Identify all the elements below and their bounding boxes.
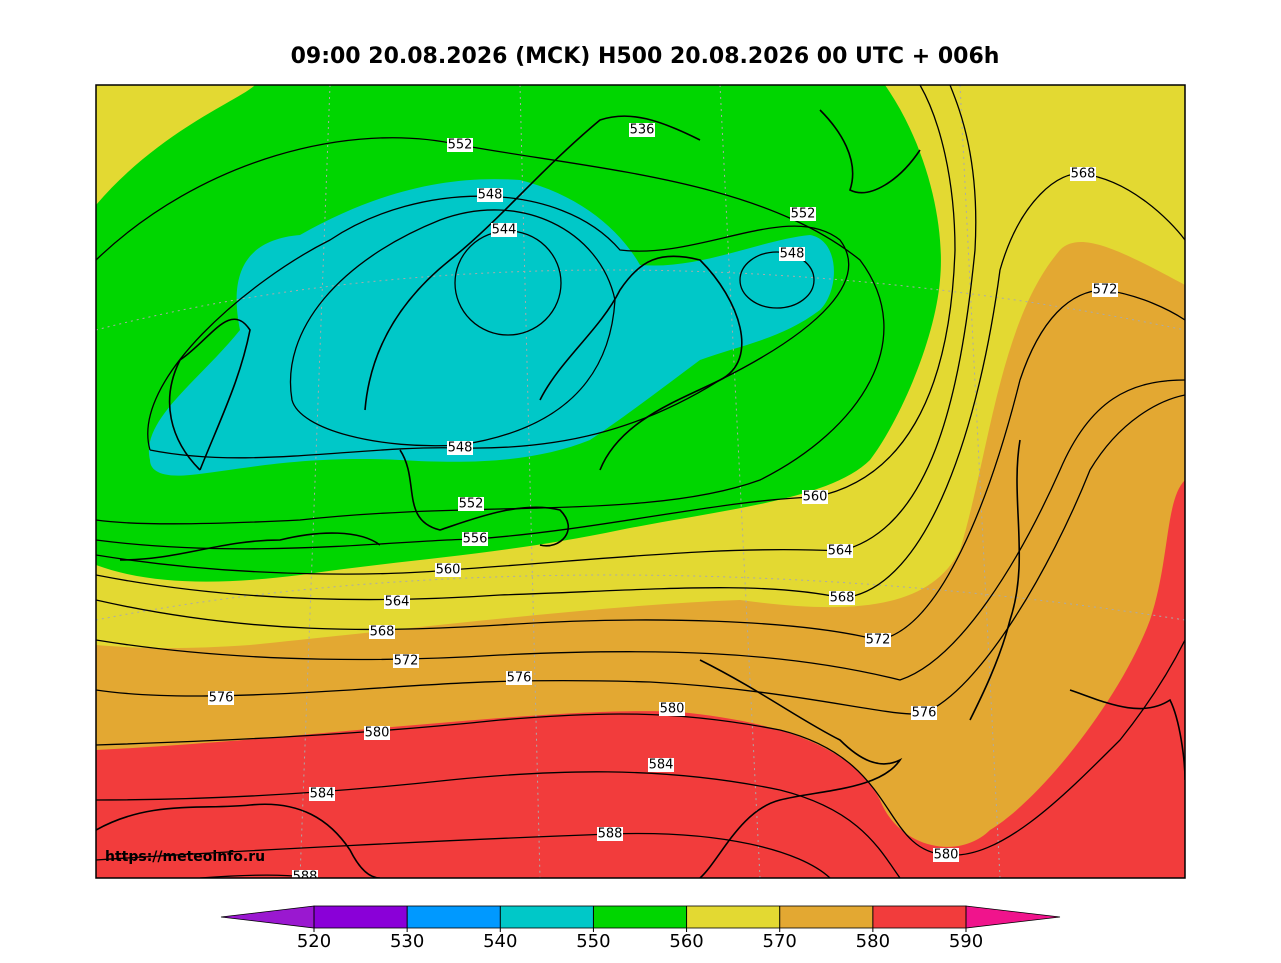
colorbar: 520 530 540 550 560 570 580 590 (220, 905, 1061, 952)
contour-label-bg (393, 654, 419, 668)
grid-lines (96, 85, 1185, 878)
contour-label-bg (477, 188, 503, 202)
colorbar-tick-label: 520 (297, 931, 331, 952)
colorbar-segment (779, 906, 873, 928)
contour-label: 576 (507, 671, 532, 686)
colorbar-tick-label: 550 (576, 931, 610, 952)
contour-label-bg (648, 758, 674, 772)
contour-label: 580 (934, 848, 959, 863)
contour-label-bg (659, 702, 685, 716)
contour-label-bg (491, 223, 517, 237)
contour-label: 564 (385, 595, 410, 610)
contour-label-bg (384, 595, 410, 609)
contour-label: 588 (598, 827, 623, 842)
map: 552 536 548 544 552 548 568 572 548 552 556 560 564 5… (96, 85, 1185, 885)
contour-label-bg (309, 787, 335, 801)
contour-label-bg (1092, 283, 1118, 297)
contour-label: 572 (394, 654, 419, 669)
contour-label: 564 (828, 544, 853, 559)
contour-label-bg (447, 441, 473, 455)
contour-label: 576 (912, 706, 937, 721)
colorbar-tick-label: 560 (669, 931, 703, 952)
contour-label-bg (802, 490, 828, 504)
contour-label: 536 (630, 123, 655, 138)
contour-labels: 552 536 548 544 552 548 568 572 548 552 556 560 564 5… (208, 123, 1118, 885)
source-url: https://meteoinfo.ru (105, 849, 265, 865)
contour-label: 588 (293, 870, 318, 885)
contour-label: 552 (459, 497, 484, 512)
contour-label: 576 (209, 691, 234, 706)
contour-label-bg (1070, 167, 1096, 181)
colorbar-tick-label: 570 (763, 931, 797, 952)
colorbar-tick-label: 580 (856, 931, 890, 952)
contour-label: 572 (866, 633, 891, 648)
contour-label-bg (208, 691, 234, 705)
contour-label: 552 (448, 138, 473, 153)
contour-label-bg (597, 827, 623, 841)
colorbar-over (965, 905, 1061, 929)
contour-label: 580 (660, 702, 685, 717)
contour-label-bg (827, 544, 853, 558)
colorbar-segment (686, 906, 780, 928)
contour-label: 584 (649, 758, 674, 773)
contour-label-bg (829, 591, 855, 605)
contour-label-bg (629, 123, 655, 137)
colorbar-tick-label: 530 (390, 931, 424, 952)
colorbar-segment (593, 906, 687, 928)
contour-label: 556 (463, 532, 488, 547)
contour-label-bg (506, 671, 532, 685)
title: 09:00 20.08.2026 (MCK) H500 20.08.2026 0… (291, 44, 1000, 69)
contour-label-bg (865, 633, 891, 647)
colorbar-segment (500, 906, 594, 928)
contour-label: 580 (365, 726, 390, 741)
colorbar-segment (314, 906, 408, 928)
contour-label-bg (911, 706, 937, 720)
contour-label: 552 (791, 207, 816, 222)
contour-label-bg (458, 497, 484, 511)
colorbar-segment (872, 906, 966, 928)
contour-label-bg (292, 870, 318, 878)
colorbar-tick-label: 590 (949, 931, 983, 952)
contour-label: 548 (780, 247, 805, 262)
contour-label: 548 (448, 441, 473, 456)
contour-label: 544 (492, 223, 517, 238)
contour-label-bg (779, 247, 805, 261)
contour-label-bg (447, 138, 473, 152)
contour-label-bg (933, 848, 959, 862)
contour-label: 584 (310, 787, 335, 802)
contour-label: 572 (1093, 283, 1118, 298)
colorbar-tick-label: 540 (483, 931, 517, 952)
field-540 (148, 179, 834, 476)
contour-label-bg (364, 726, 390, 740)
contour-label-bg (790, 207, 816, 221)
contour-label-bg (435, 563, 461, 577)
contour-label-bg (369, 625, 395, 639)
colorbar-segment (407, 906, 501, 928)
contour-label: 560 (436, 563, 461, 578)
contour-label: 548 (478, 188, 503, 203)
colorbar-under (220, 905, 315, 929)
contour-label: 560 (803, 490, 828, 505)
map-frame (95, 84, 1186, 879)
contour-label-bg (462, 532, 488, 546)
contour-label: 568 (370, 625, 395, 640)
coastlines (96, 109, 1185, 878)
contour-label: 568 (830, 591, 855, 606)
contour-label: 568 (1071, 167, 1096, 182)
